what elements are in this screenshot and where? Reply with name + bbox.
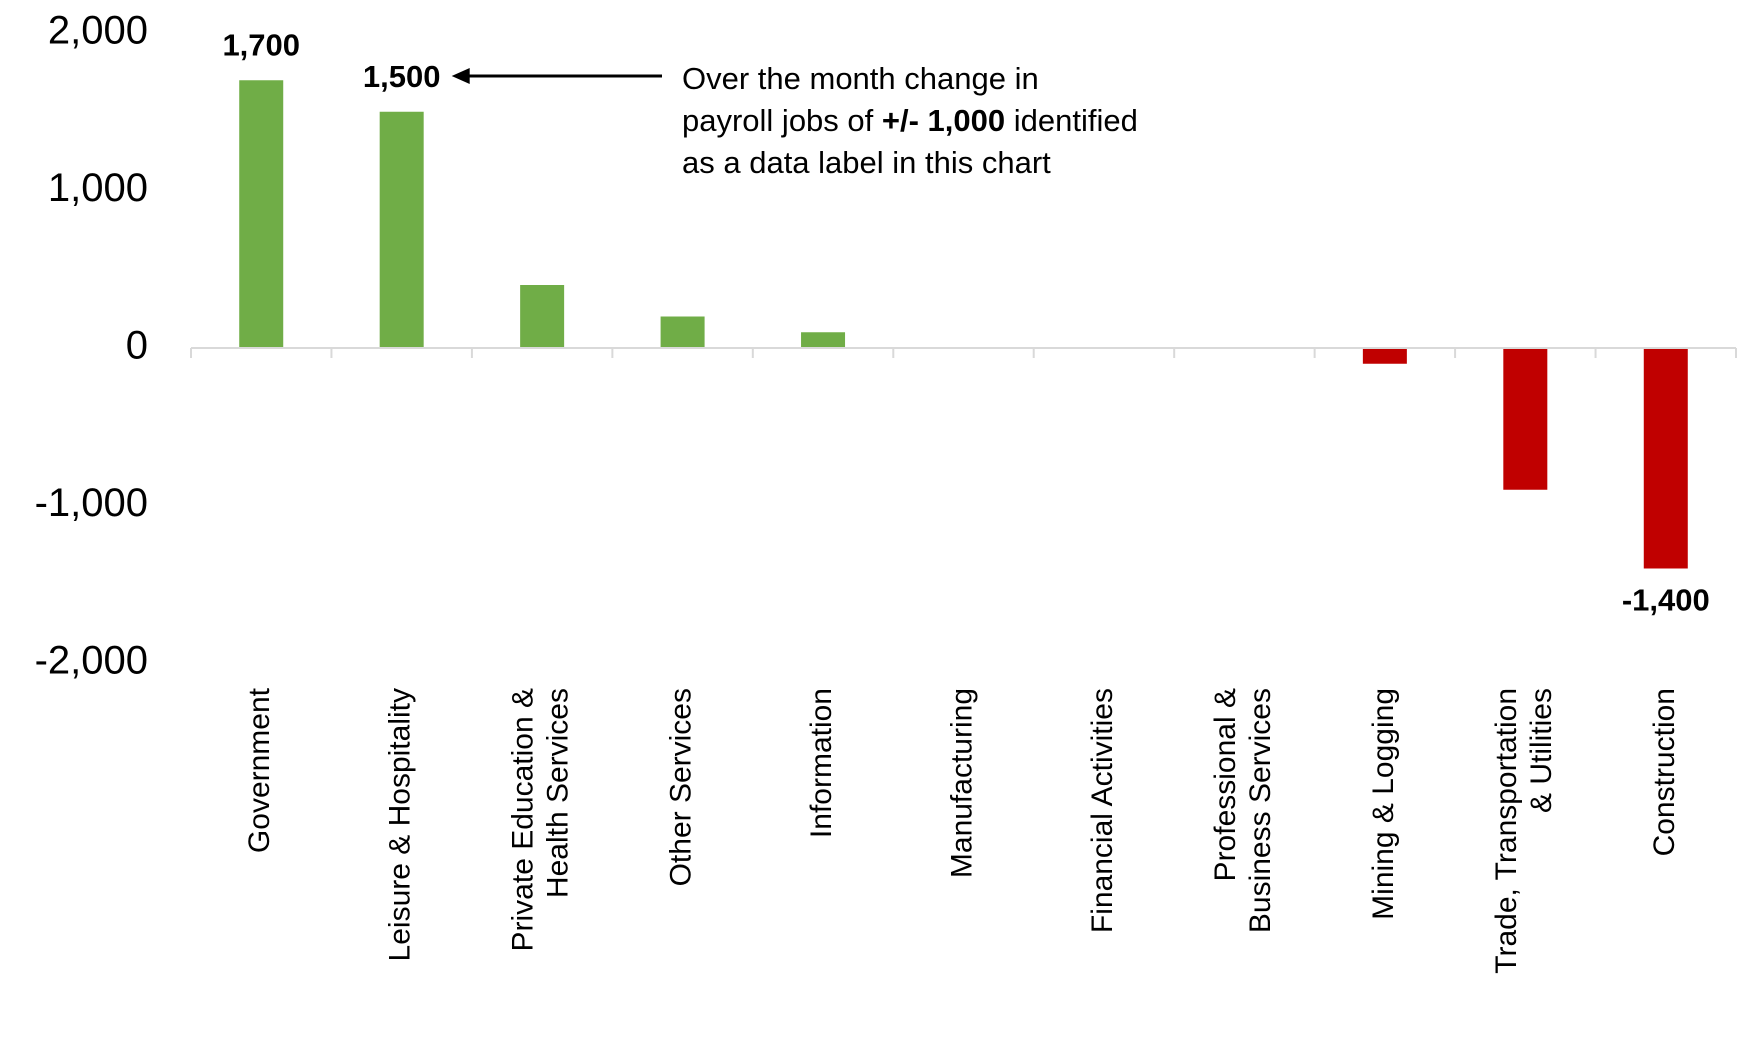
annotation-segment: +/- 1,000 — [882, 103, 1005, 138]
y-tick-label: 0 — [126, 324, 148, 368]
data-label: 1,500 — [363, 59, 441, 94]
y-tick-label: -1,000 — [35, 481, 148, 525]
bar — [801, 332, 846, 348]
annotation-segment: identified — [1005, 103, 1138, 138]
annotation-segment: as a data label in this chart — [682, 145, 1051, 180]
x-tick-label: Information — [805, 688, 838, 838]
bar — [520, 285, 565, 348]
annotation-arrowhead — [451, 68, 470, 84]
annotation-segment: payroll jobs of — [682, 103, 882, 138]
x-tick-label: Leisure & Hospitality — [384, 688, 417, 961]
x-tick-label: Manufacturing — [945, 688, 978, 878]
x-tick-label: Mining & Logging — [1367, 688, 1400, 920]
x-tick-label: Private Education &Health Services — [507, 688, 575, 951]
y-tick-label: 2,000 — [48, 9, 148, 53]
bar — [1503, 348, 1548, 490]
y-tick-label: 1,000 — [48, 166, 148, 210]
data-label: 1,700 — [222, 27, 300, 62]
x-tick-label: Financial Activities — [1086, 688, 1119, 933]
x-tick-label: Other Services — [665, 688, 698, 886]
x-tick-label: Government — [243, 687, 276, 853]
annotation-text: Over the month change in — [682, 61, 1039, 96]
bar — [660, 316, 705, 348]
bar — [1643, 348, 1688, 569]
data-label: -1,400 — [1622, 583, 1710, 618]
bar — [239, 80, 284, 348]
bar — [1362, 348, 1407, 364]
y-tick-label: -2,000 — [35, 639, 148, 683]
annotation-segment: Over the month change in — [682, 61, 1039, 96]
x-tick-label: Trade, Transportation& Utilities — [1490, 688, 1558, 974]
bar — [379, 111, 424, 348]
x-tick-label: Construction — [1648, 688, 1681, 856]
annotation-text: as a data label in this chart — [682, 145, 1051, 180]
x-tick-label: Professional &Business Services — [1209, 688, 1277, 933]
annotation-text: payroll jobs of +/- 1,000 identified — [682, 103, 1138, 138]
